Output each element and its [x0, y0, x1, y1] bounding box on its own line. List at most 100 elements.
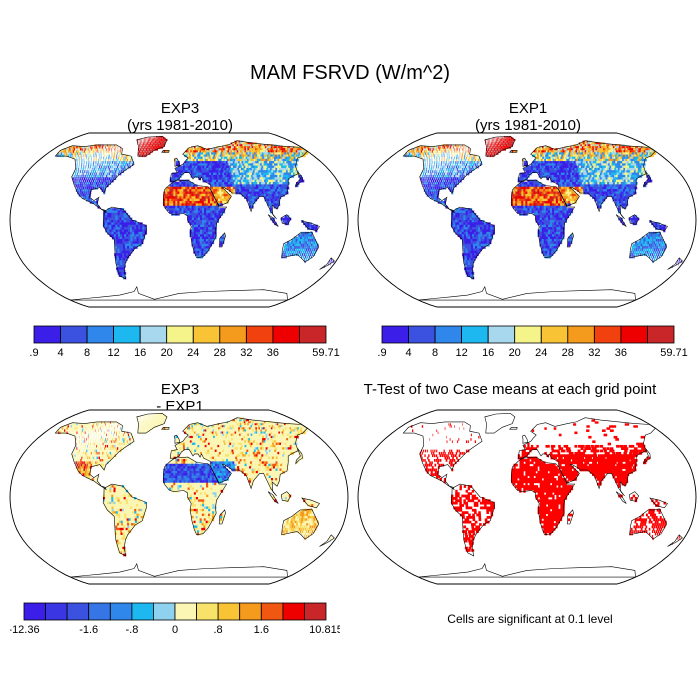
panel-title-exp1: EXP1 (yrs 1981-2010)	[408, 100, 648, 134]
panel-title-ttest: T-Test of two Case means at each grid po…	[345, 381, 675, 398]
coastline-north-america	[402, 144, 483, 214]
colorbar-box	[381, 325, 409, 344]
coastline-uk	[174, 157, 181, 167]
coastline-australia	[281, 508, 320, 540]
coastline-antarctica	[70, 286, 288, 301]
map-exp1	[357, 132, 697, 308]
colorbar-label: 32	[240, 347, 252, 359]
colorbar-box	[139, 325, 168, 344]
colorbar-box	[299, 325, 327, 344]
colorbar-label: 59.71	[660, 347, 688, 359]
coastline-new-zealand	[319, 257, 335, 270]
colorbar-label: .9	[377, 347, 386, 359]
coastline-new-zealand	[667, 257, 683, 270]
coastline-indonesia-sumatra	[615, 491, 627, 504]
map-border	[9, 409, 349, 585]
coastline-japan	[643, 171, 651, 188]
coastline-north-america	[54, 144, 135, 214]
coastline-greenland	[136, 413, 168, 434]
colorbar-box	[434, 325, 462, 344]
coastlines	[402, 413, 683, 578]
map-exp3	[9, 132, 349, 308]
coastline-uk	[522, 434, 529, 444]
coastline-australia	[629, 231, 668, 263]
colorbar-box	[647, 325, 675, 344]
colorbar-label: 20	[509, 347, 521, 359]
coastline-madagascar	[218, 232, 226, 248]
colorbar-box	[45, 602, 68, 621]
colorbar-box	[540, 325, 569, 344]
colorbar-label: 8	[84, 347, 90, 359]
coastline-iceland	[161, 427, 170, 430]
coastline-borneo	[628, 214, 640, 225]
coastline-north-america	[402, 421, 483, 491]
colorbar-label: 28	[214, 347, 226, 359]
coastline-antarctica	[70, 563, 288, 578]
colorbar-label: 16	[134, 347, 146, 359]
coastline-greenland	[484, 413, 516, 434]
coastline-iceland	[509, 427, 518, 430]
colorbar-label: 20	[161, 347, 173, 359]
colorbar-label: .8	[214, 624, 223, 636]
coastline-south-america	[102, 206, 147, 280]
ocean	[358, 410, 696, 584]
coastline-japan	[295, 171, 303, 188]
ttest-note: Cells are significant at 0.1 level	[447, 612, 613, 626]
coastline-south-america	[450, 206, 495, 280]
colorbar-label: 8	[432, 347, 438, 359]
coastline-new-guinea	[301, 220, 320, 232]
coastline-japan	[295, 448, 303, 465]
coastline-africa	[510, 456, 576, 536]
colorbar-label: 4	[57, 347, 63, 359]
colorbar-box	[219, 325, 247, 344]
field-cells	[56, 412, 335, 557]
colorbar-box	[245, 325, 274, 344]
colorbar-box	[33, 325, 61, 344]
panel-title-exp1-name: EXP1	[508, 100, 548, 117]
colorbar-box	[23, 602, 47, 621]
colorbar-box	[166, 325, 194, 344]
coastline-uk	[522, 157, 529, 167]
colorbar-diff: -12.36 -1.6 -.8 0 .8 1.6 10.815	[10, 602, 340, 636]
coastline-iceland	[509, 150, 518, 153]
map-border	[357, 409, 697, 585]
coastline-madagascar	[566, 509, 574, 525]
panel-title-exp3-name: EXP3	[160, 100, 200, 117]
coastline-borneo	[628, 491, 640, 502]
colorbar-label: 59.71	[312, 347, 340, 359]
colorbar-label: 16	[482, 347, 494, 359]
panel-title-diff-name: EXP3	[160, 381, 200, 398]
colorbar-box	[282, 602, 305, 621]
coastline-japan	[643, 448, 651, 465]
coastline-new-zealand	[667, 534, 683, 547]
coastline-africa	[510, 179, 576, 259]
coastline-eurasia	[517, 417, 656, 497]
coastline-new-guinea	[649, 497, 668, 509]
colorbar-label: 28	[562, 347, 574, 359]
colorbar-box	[620, 325, 648, 344]
colorbar-box	[217, 602, 241, 621]
colorbar-label: 12	[455, 347, 467, 359]
colorbar-label: 4	[405, 347, 411, 359]
colorbar-label: 12	[107, 347, 119, 359]
colorbar-box	[86, 325, 114, 344]
coastline-borneo	[280, 214, 292, 225]
colorbar-label: 24	[535, 347, 547, 359]
colorbar-box	[196, 602, 219, 621]
colorbar-label: .9	[29, 347, 38, 359]
panel-title-exp3: EXP3 (yrs 1981-2010)	[60, 100, 300, 134]
main-title: MAM FSRVD (W/m^2)	[249, 62, 451, 84]
coastline-greenland	[136, 136, 168, 157]
coastline-eurasia	[169, 140, 308, 220]
coastline-eurasia	[517, 140, 656, 220]
colorbar-box	[567, 325, 595, 344]
coastline-indonesia-sumatra	[267, 214, 279, 227]
colorbar-box	[239, 602, 262, 621]
coastline-new-guinea	[649, 220, 668, 232]
colorbar-box	[113, 325, 141, 344]
coastline-antarctica	[418, 563, 636, 578]
map-border	[357, 132, 697, 308]
panel-title-ttest-name: T-Test of two Case means at each grid po…	[363, 381, 657, 398]
coastline-south-america	[102, 483, 147, 557]
colorbar-box	[408, 325, 436, 344]
